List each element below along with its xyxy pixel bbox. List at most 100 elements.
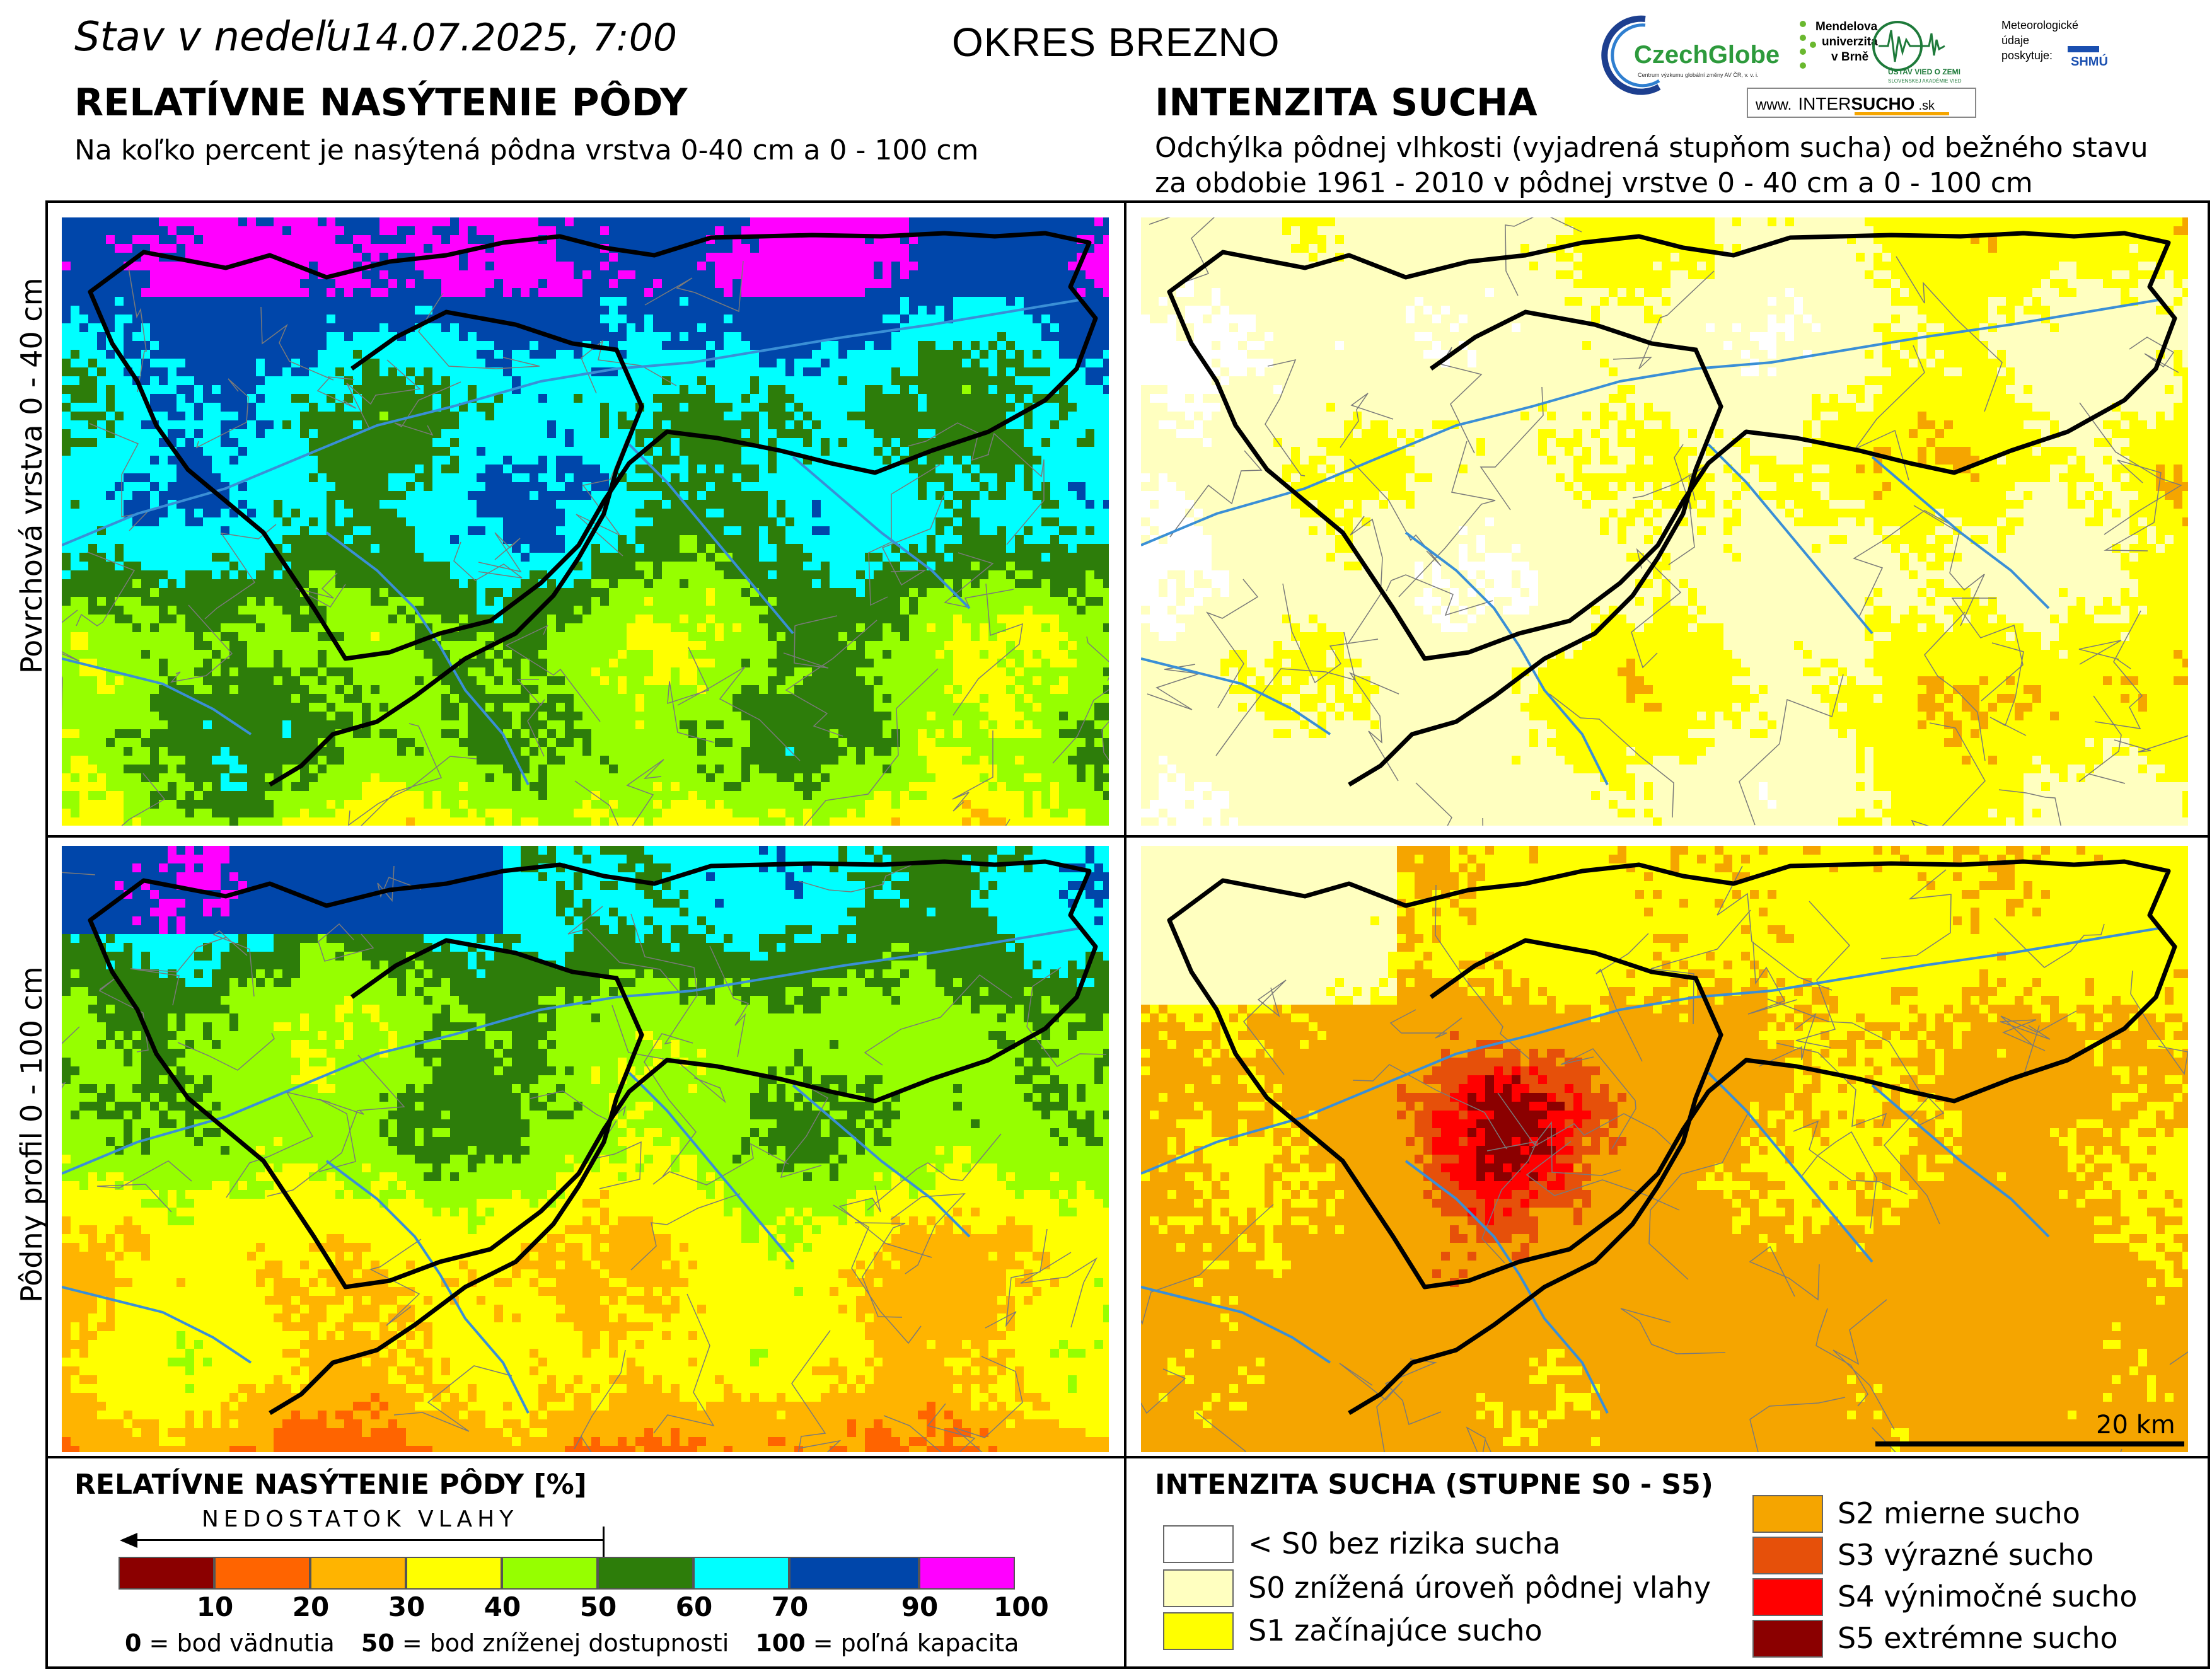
- left-section-title: RELATÍVNE NASÝTENIE PÔDY: [74, 81, 687, 125]
- meteo-line-2: údaje: [2001, 34, 2029, 47]
- panel-frame: [45, 200, 2210, 1669]
- czechglobe-logo: CzechGlobe Centrum výzkumu globální změn…: [1601, 15, 1780, 95]
- drought-class-swatch: [1752, 1495, 1823, 1533]
- intersucho-suffix: .sk: [1918, 99, 1935, 113]
- saturation-class-30-40: [406, 1557, 502, 1590]
- czechglobe-text: CzechGlobe: [1634, 41, 1780, 69]
- river: [628, 1071, 794, 1263]
- date-value: 14.07.2025, 7:00: [352, 16, 677, 60]
- drought-class-label: S5 extrémne sucho: [1838, 1621, 2118, 1655]
- note-50-text: = bod zníženej dostupnosti: [395, 1629, 729, 1657]
- note-0-text: = bod vädnutia: [141, 1629, 335, 1657]
- river: [628, 443, 794, 635]
- district-boundary-inner: [269, 309, 644, 787]
- date-header: Stav v nedeľu14.07.2025, 7:00: [74, 14, 677, 61]
- district-boundary-inner: [1348, 938, 1723, 1416]
- district-boundary-inner: [1348, 309, 1723, 787]
- meteo-line-3: poskytuje:: [2001, 49, 2053, 62]
- saturation-tick: 40: [480, 1591, 524, 1622]
- scale-bar-label: 20 km: [2096, 1411, 2175, 1440]
- river: [1141, 298, 2163, 546]
- meteo-provider: Meteorologické údaje poskytuje: SHMÚ: [2001, 19, 2108, 69]
- map-drought-topsoil: [1141, 217, 2188, 826]
- river: [1707, 443, 1873, 635]
- saturation-tick: 100: [993, 1591, 1049, 1622]
- river: [1707, 1071, 1873, 1263]
- moisture-deficit-arrow-line: [131, 1539, 604, 1541]
- moisture-deficit-arrow-end: [603, 1527, 605, 1558]
- saturation-tick: 50: [576, 1591, 620, 1622]
- mendelu-line-1: Mendelova: [1815, 20, 1878, 33]
- scale-bar: [1875, 1441, 2184, 1446]
- right-section-subtitle-1: Odchýlka pôdnej vlhkosti (vyjadrená stup…: [1155, 130, 2148, 166]
- district-boundary: [88, 859, 1098, 1290]
- saturation-class-10-20: [214, 1557, 310, 1590]
- czechglobe-subtext: Centrum výzkumu globální změny AV ČR, v.…: [1638, 72, 1759, 78]
- river: [62, 657, 252, 736]
- drought-class-swatch: [1752, 1537, 1823, 1574]
- ustav-subtext: SLOVENSKEJ AKADÉMIE VIED: [1888, 78, 1962, 84]
- river: [1404, 1160, 1609, 1414]
- river: [1141, 657, 1331, 736]
- moisture-deficit-label: NEDOSTATOK VLAHY: [202, 1506, 518, 1532]
- river: [325, 1160, 530, 1414]
- drought-class-label: < S0 bez rizika sucha: [1248, 1527, 1561, 1561]
- district-boundary-inner: [269, 938, 644, 1416]
- right-section-title: INTENZITA SUCHA: [1155, 81, 1537, 125]
- river: [1141, 1286, 1331, 1364]
- river: [1141, 926, 2163, 1175]
- drought-legend-title: INTENZITA SUCHA (STUPNE S0 - S5): [1155, 1469, 1713, 1501]
- drought-class-label: S1 začínajúce sucho: [1248, 1613, 1543, 1648]
- saturation-class-90-100: [919, 1557, 1015, 1590]
- intersucho-logo: www. INTERSUCHO .sk: [1747, 88, 1976, 118]
- drought-class-swatch: [1752, 1620, 1823, 1658]
- district-boundary: [1167, 859, 2177, 1290]
- note-50-value: 50: [361, 1629, 395, 1657]
- river: [62, 926, 1084, 1175]
- panel-divider-legend: [45, 1456, 2210, 1458]
- river: [62, 298, 1084, 546]
- ustav-vied-o-zemi-logo: ÚSTAV VIED O ZEMI SLOVENSKEJ AKADÉMIE VI…: [1872, 21, 1962, 84]
- drought-class-label: S2 mierne sucho: [1838, 1496, 2080, 1530]
- left-section-subtitle: Na koľko percent je nasýtená pôdna vrstv…: [74, 132, 978, 169]
- mendelu-line-3: v Brně: [1831, 50, 1868, 64]
- district-title: OKRES BREZNO: [952, 19, 1280, 66]
- mendelu-line-2: univerzita: [1822, 35, 1878, 49]
- map-saturation-profile: [62, 846, 1109, 1452]
- saturation-tick: 90: [898, 1591, 942, 1622]
- saturation-class-0-10: [119, 1557, 214, 1590]
- drought-class-swatch: [1163, 1569, 1234, 1607]
- saturation-tick: 30: [385, 1591, 429, 1622]
- panel-divider-vertical: [1124, 200, 1126, 1669]
- note-100-value: 100: [755, 1629, 805, 1657]
- river: [325, 531, 530, 785]
- saturation-tick: 20: [289, 1591, 333, 1622]
- drought-class-label: S4 výnimočné sucho: [1838, 1579, 2138, 1613]
- row-label-bottom: Pôdny profil 0 - 100 cm: [14, 966, 49, 1303]
- river: [1404, 531, 1609, 785]
- saturation-tick: 70: [768, 1591, 812, 1622]
- shmu-text: SHMÚ: [2071, 54, 2108, 69]
- saturation-class-20-30: [310, 1557, 406, 1590]
- meteo-line-1: Meteorologické: [2001, 19, 2078, 32]
- drought-class-swatch: [1163, 1612, 1234, 1650]
- drought-class-swatch: [1752, 1578, 1823, 1616]
- district-boundary: [88, 231, 1098, 661]
- row-label-top: Povrchová vrstva 0 - 40 cm: [14, 277, 49, 674]
- note-0-value: 0: [125, 1629, 141, 1657]
- intersucho-prefix: www.: [1755, 96, 1792, 113]
- saturation-class-40-50: [502, 1557, 598, 1590]
- saturation-class-60-70: [693, 1557, 789, 1590]
- saturation-class-70-90: [789, 1557, 919, 1590]
- drought-class-swatch: [1163, 1525, 1234, 1563]
- note-100-text: = poľná kapacita: [806, 1629, 1019, 1657]
- map-saturation-topsoil: [62, 217, 1109, 826]
- date-prefix: Stav v nedeľu: [74, 14, 352, 61]
- saturation-color-bar: [119, 1557, 1026, 1590]
- saturation-class-50-60: [598, 1557, 693, 1590]
- saturation-tick: 60: [672, 1591, 716, 1622]
- arrow-left-icon: [120, 1533, 137, 1548]
- right-section-subtitle-2: za obdobie 1961 - 2010 v pôdnej vrstve 0…: [1155, 165, 2033, 202]
- saturation-note: 0 = bod vädnutia 50 = bod zníženej dostu…: [125, 1629, 1019, 1657]
- drought-class-label: S0 znížená úroveň pôdnej vlahy: [1248, 1571, 1711, 1605]
